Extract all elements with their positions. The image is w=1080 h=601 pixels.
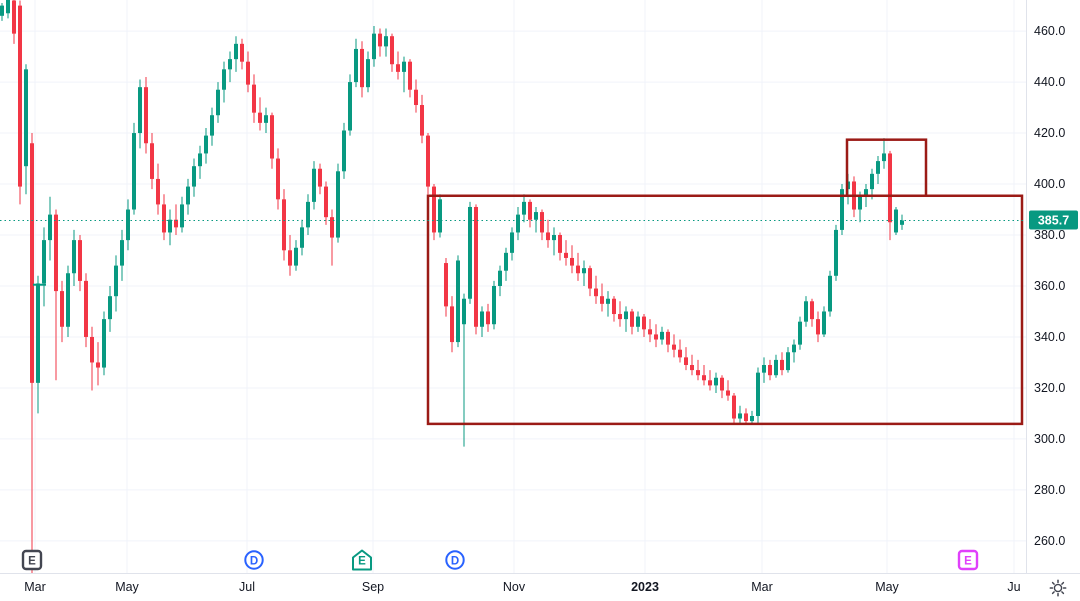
svg-text:E: E (964, 556, 972, 568)
dividend-marker[interactable]: D (243, 549, 265, 571)
price-tick-label: 420.0 (1034, 126, 1065, 140)
time-tick-label: Jul (239, 580, 255, 594)
time-tick-label: Nov (503, 580, 525, 594)
time-tick-label: Mar (24, 580, 46, 594)
earnings-marker[interactable]: E (957, 549, 979, 571)
price-tick-label: 280.0 (1034, 483, 1065, 497)
price-tick-label: 360.0 (1034, 279, 1065, 293)
time-tick-label: Mar (751, 580, 773, 594)
earnings-marker[interactable]: E (21, 549, 43, 571)
time-tick-label: May (875, 580, 899, 594)
svg-text:D: D (451, 556, 459, 568)
price-tick-label: 460.0 (1034, 24, 1065, 38)
svg-text:D: D (250, 556, 258, 568)
svg-text:E: E (358, 556, 366, 568)
time-axis[interactable]: Mar May Jul Sep Nov 2023 Mar May Ju (0, 573, 1080, 601)
price-tick-label: 260.0 (1034, 534, 1065, 548)
dividend-marker[interactable]: D (444, 549, 466, 571)
price-axis[interactable]: 385.7 460.0440.0420.0400.0380.0360.0340.… (1026, 0, 1080, 573)
price-tick-label: 380.0 (1034, 228, 1065, 242)
earnings-marker[interactable]: E (351, 549, 373, 571)
price-tick-label: 300.0 (1034, 432, 1065, 446)
time-tick-label: Ju (1007, 580, 1020, 594)
time-tick-label: 2023 (631, 580, 659, 594)
time-tick-label: Sep (362, 580, 384, 594)
price-tick-label: 440.0 (1034, 75, 1065, 89)
time-tick-label: May (115, 580, 139, 594)
price-tick-label: 400.0 (1034, 177, 1065, 191)
price-tick-label: 340.0 (1034, 330, 1065, 344)
settings-gear-icon[interactable] (1049, 579, 1067, 597)
candlestick-chart (0, 0, 1026, 573)
chart-plot-area[interactable]: EDEDE (0, 0, 1026, 573)
svg-text:E: E (28, 556, 36, 568)
price-tick-label: 320.0 (1034, 381, 1065, 395)
